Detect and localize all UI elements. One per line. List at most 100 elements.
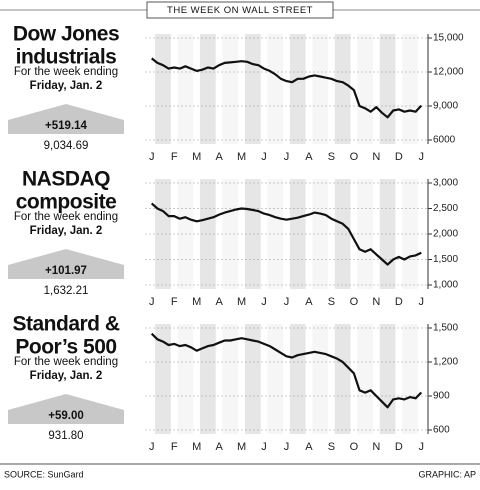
y-tick-label: 9,000 xyxy=(433,101,458,112)
x-tick-label: J xyxy=(149,151,155,163)
x-tick-label: J xyxy=(261,296,267,308)
x-tick-label: S xyxy=(328,296,335,308)
y-tick-label: 1,000 xyxy=(433,280,458,291)
x-tick-label: J xyxy=(284,151,290,163)
subtitle: Friday, Jan. 2 xyxy=(30,370,103,382)
x-tick-label: J xyxy=(284,296,290,308)
index-line xyxy=(150,202,422,266)
x-tick-label: J xyxy=(261,151,267,163)
subtitle: Friday, Jan. 2 xyxy=(30,225,103,237)
close-value: 931.80 xyxy=(48,430,83,442)
index-title: NASDAQ xyxy=(22,168,110,191)
x-tick-label: O xyxy=(350,151,359,163)
month-band xyxy=(200,179,216,289)
month-band xyxy=(200,324,216,434)
x-tick-label: M xyxy=(237,296,246,308)
x-tick-label: J xyxy=(149,296,155,308)
month-band xyxy=(357,324,373,434)
x-tick-label: D xyxy=(395,296,403,308)
y-tick-label: 1,500 xyxy=(433,323,458,334)
month-band xyxy=(402,34,418,144)
x-tick-label: A xyxy=(305,151,313,163)
credit: GRAPHIC: AP xyxy=(418,469,476,479)
header: THE WEEK ON WALL STREET xyxy=(167,5,313,16)
month-band xyxy=(379,324,396,434)
subtitle: For the week ending xyxy=(14,211,118,223)
x-tick-label: F xyxy=(171,151,178,163)
month-band xyxy=(334,324,351,434)
close-value: 9,034.69 xyxy=(44,140,89,152)
x-tick-label: O xyxy=(350,296,359,308)
source: SOURCE: SunGard xyxy=(4,469,84,479)
x-tick-label: M xyxy=(237,151,246,163)
month-band xyxy=(267,34,284,144)
x-tick-label: S xyxy=(328,441,335,453)
x-tick-label: J xyxy=(284,441,290,453)
month-band xyxy=(402,324,418,434)
month-band xyxy=(312,34,329,144)
x-tick-label: J xyxy=(261,441,267,453)
x-tick-label: A xyxy=(215,151,223,163)
month-band xyxy=(244,179,261,289)
y-tick-label: 12,000 xyxy=(433,67,464,78)
weekly-change: +59.00 xyxy=(48,410,84,422)
x-tick-label: D xyxy=(395,441,403,453)
month-band xyxy=(312,179,329,289)
weekly-change: +101.97 xyxy=(45,265,87,277)
x-tick-label: S xyxy=(328,151,335,163)
x-tick-label: F xyxy=(171,441,178,453)
month-band xyxy=(177,324,194,434)
y-tick-label: 1,500 xyxy=(433,254,458,265)
index-title: Standard & xyxy=(12,313,119,336)
index-line xyxy=(151,57,423,119)
x-tick-label: J xyxy=(419,151,425,163)
y-tick-label: 2,500 xyxy=(433,203,458,214)
y-tick-label: 2,000 xyxy=(433,229,458,240)
y-tick-label: 600 xyxy=(433,425,450,436)
y-tick-label: 1,200 xyxy=(433,357,458,368)
month-band xyxy=(289,324,306,434)
gain-arrow xyxy=(8,394,124,424)
x-tick-label: M xyxy=(237,441,246,453)
month-band xyxy=(289,34,306,144)
y-tick-label: 15,000 xyxy=(433,33,464,44)
x-tick-label: N xyxy=(372,296,380,308)
x-tick-label: N xyxy=(372,441,380,453)
month-band xyxy=(379,34,396,144)
month-band xyxy=(200,34,216,144)
header-box xyxy=(146,1,334,19)
gain-arrow xyxy=(8,249,124,279)
weekly-change: +519.14 xyxy=(45,120,87,132)
y-tick-label: 3,000 xyxy=(433,178,458,189)
x-tick-label: A xyxy=(305,296,313,308)
x-tick-label: J xyxy=(419,296,425,308)
x-tick-label: A xyxy=(215,296,223,308)
y-tick-label: 900 xyxy=(433,391,450,402)
index-title: composite xyxy=(16,191,117,214)
month-band xyxy=(222,34,239,144)
close-value: 1,632.21 xyxy=(44,285,89,297)
subtitle: For the week ending xyxy=(14,66,118,78)
x-tick-label: M xyxy=(192,441,201,453)
x-tick-label: J xyxy=(149,441,155,453)
x-tick-label: F xyxy=(171,296,178,308)
x-tick-label: N xyxy=(372,151,380,163)
month-band xyxy=(267,179,284,289)
x-tick-label: D xyxy=(395,151,403,163)
index-title: industrials xyxy=(16,46,117,69)
x-tick-label: O xyxy=(350,441,359,453)
x-tick-label: A xyxy=(305,441,313,453)
subtitle: Friday, Jan. 2 xyxy=(30,80,103,92)
x-tick-label: M xyxy=(192,151,201,163)
month-band xyxy=(177,34,194,144)
month-band xyxy=(244,34,261,144)
x-tick-label: J xyxy=(419,441,425,453)
month-band xyxy=(155,34,171,144)
index-title: Dow Jones xyxy=(13,23,119,46)
x-tick-label: M xyxy=(192,296,201,308)
index-title: Poor’s 500 xyxy=(15,336,116,359)
y-tick-label: 6000 xyxy=(433,135,456,146)
month-band xyxy=(312,324,329,434)
month-band xyxy=(267,324,284,434)
